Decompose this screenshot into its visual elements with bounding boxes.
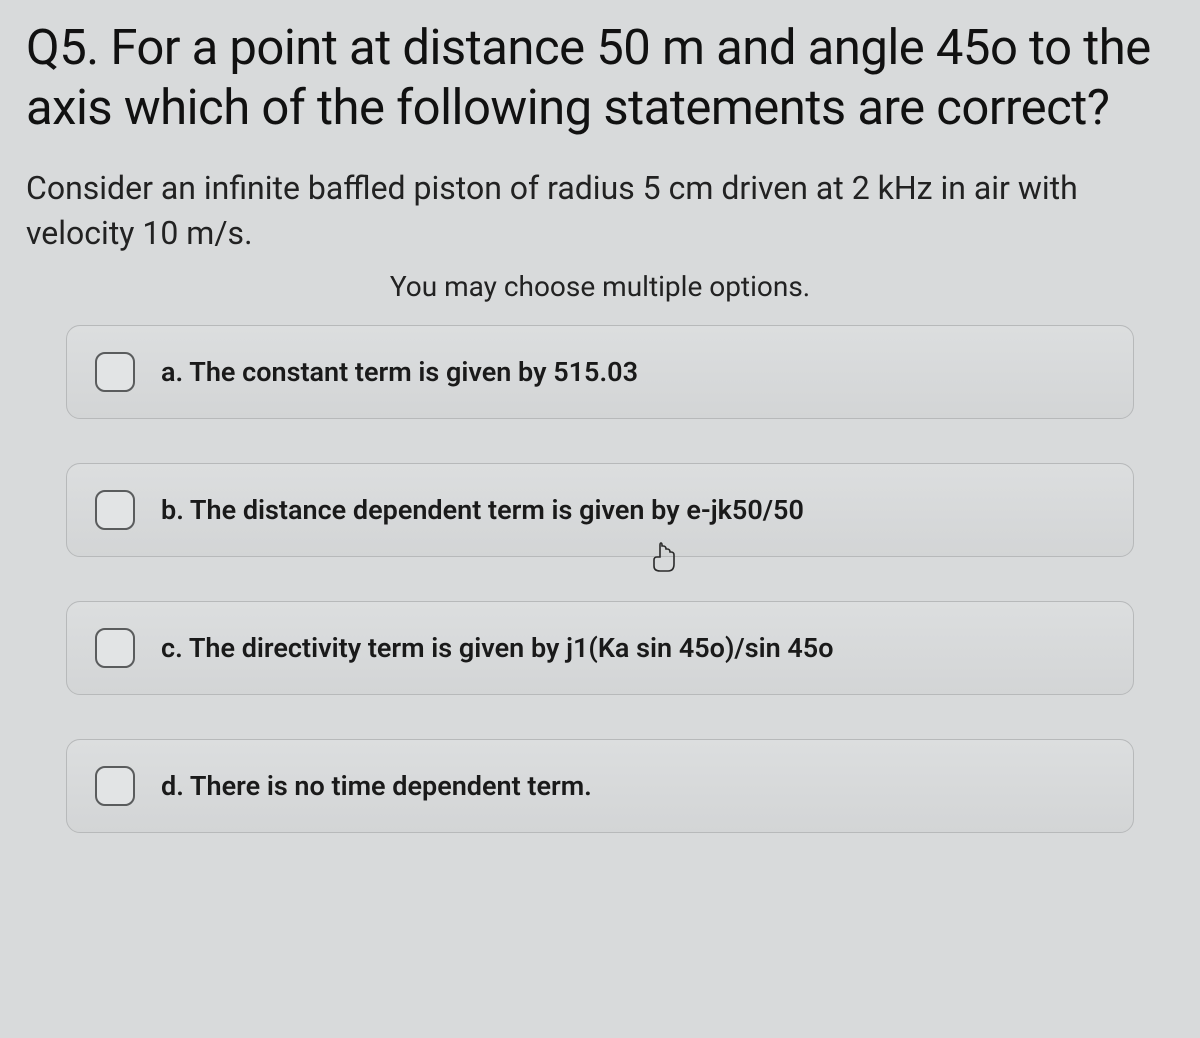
checkbox-d[interactable]: [95, 766, 135, 806]
checkbox-c[interactable]: [95, 628, 135, 668]
question-context: Consider an infinite baffled piston of r…: [26, 166, 1174, 257]
checkbox-a[interactable]: [95, 352, 135, 392]
option-b-letter: b.: [161, 494, 184, 526]
option-b[interactable]: b. The distance dependent term is given …: [66, 463, 1134, 557]
option-a-text: The constant term is given by 515.03: [189, 356, 638, 388]
options-list: a. The constant term is given by 515.03 …: [26, 325, 1174, 833]
option-c-letter: c.: [161, 632, 183, 664]
option-d-label: d. There is no time dependent term.: [161, 769, 592, 804]
option-b-text-pre: The distance dependent term is given by: [190, 494, 680, 526]
option-d[interactable]: d. There is no time dependent term.: [66, 739, 1134, 833]
option-d-letter: d.: [161, 770, 184, 802]
option-c[interactable]: c. The directivity term is given by j1(K…: [66, 601, 1134, 695]
option-c-label: c. The directivity term is given by j1(K…: [161, 631, 834, 666]
question-title: Q5. For a point at distance 50 m and ang…: [26, 18, 1174, 138]
option-a-label: a. The constant term is given by 515.03: [161, 355, 638, 390]
option-a-letter: a.: [161, 356, 183, 388]
multiple-choice-instruction: You may choose multiple options.: [26, 270, 1174, 303]
pointer-cursor-icon: [650, 541, 678, 573]
option-d-text: There is no time dependent term.: [190, 770, 592, 802]
option-a[interactable]: a. The constant term is given by 515.03: [66, 325, 1134, 419]
option-b-text-post: e-jk50/50: [680, 494, 804, 526]
checkbox-b[interactable]: [95, 490, 135, 530]
option-c-text: The directivity term is given by j1(Ka s…: [189, 632, 834, 664]
option-b-label: b. The distance dependent term is given …: [161, 493, 804, 528]
